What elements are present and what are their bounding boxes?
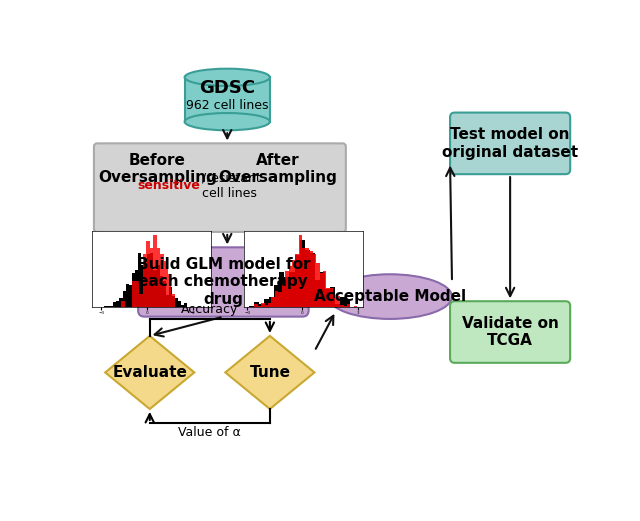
- Text: Evaluate: Evaluate: [112, 365, 187, 380]
- FancyBboxPatch shape: [94, 143, 346, 232]
- Ellipse shape: [184, 69, 270, 86]
- Text: sensitive: sensitive: [137, 179, 200, 192]
- Ellipse shape: [184, 113, 270, 130]
- Text: Test model on
original dataset: Test model on original dataset: [442, 127, 578, 159]
- Text: Validate on
TCGA: Validate on TCGA: [461, 316, 559, 348]
- Text: After
Oversampling: After Oversampling: [218, 153, 337, 185]
- Text: /resistant
cell lines: /resistant cell lines: [202, 172, 261, 200]
- FancyBboxPatch shape: [450, 113, 570, 174]
- Text: 962 cell lines: 962 cell lines: [186, 99, 269, 112]
- Text: Acceptable Model: Acceptable Model: [314, 289, 466, 304]
- Text: Accuracy: Accuracy: [181, 303, 239, 316]
- Polygon shape: [105, 336, 195, 409]
- Text: Before
Oversampling: Before Oversampling: [98, 153, 217, 185]
- Text: Build GLM model for
each chemotherapy
drug: Build GLM model for each chemotherapy dr…: [136, 257, 310, 307]
- FancyBboxPatch shape: [184, 77, 270, 122]
- FancyBboxPatch shape: [138, 247, 308, 317]
- Text: GDSC: GDSC: [199, 79, 255, 97]
- FancyBboxPatch shape: [450, 301, 570, 363]
- Polygon shape: [225, 336, 314, 409]
- Ellipse shape: [328, 274, 452, 319]
- Text: Tune: Tune: [250, 365, 291, 380]
- Text: Value of α: Value of α: [179, 426, 241, 439]
